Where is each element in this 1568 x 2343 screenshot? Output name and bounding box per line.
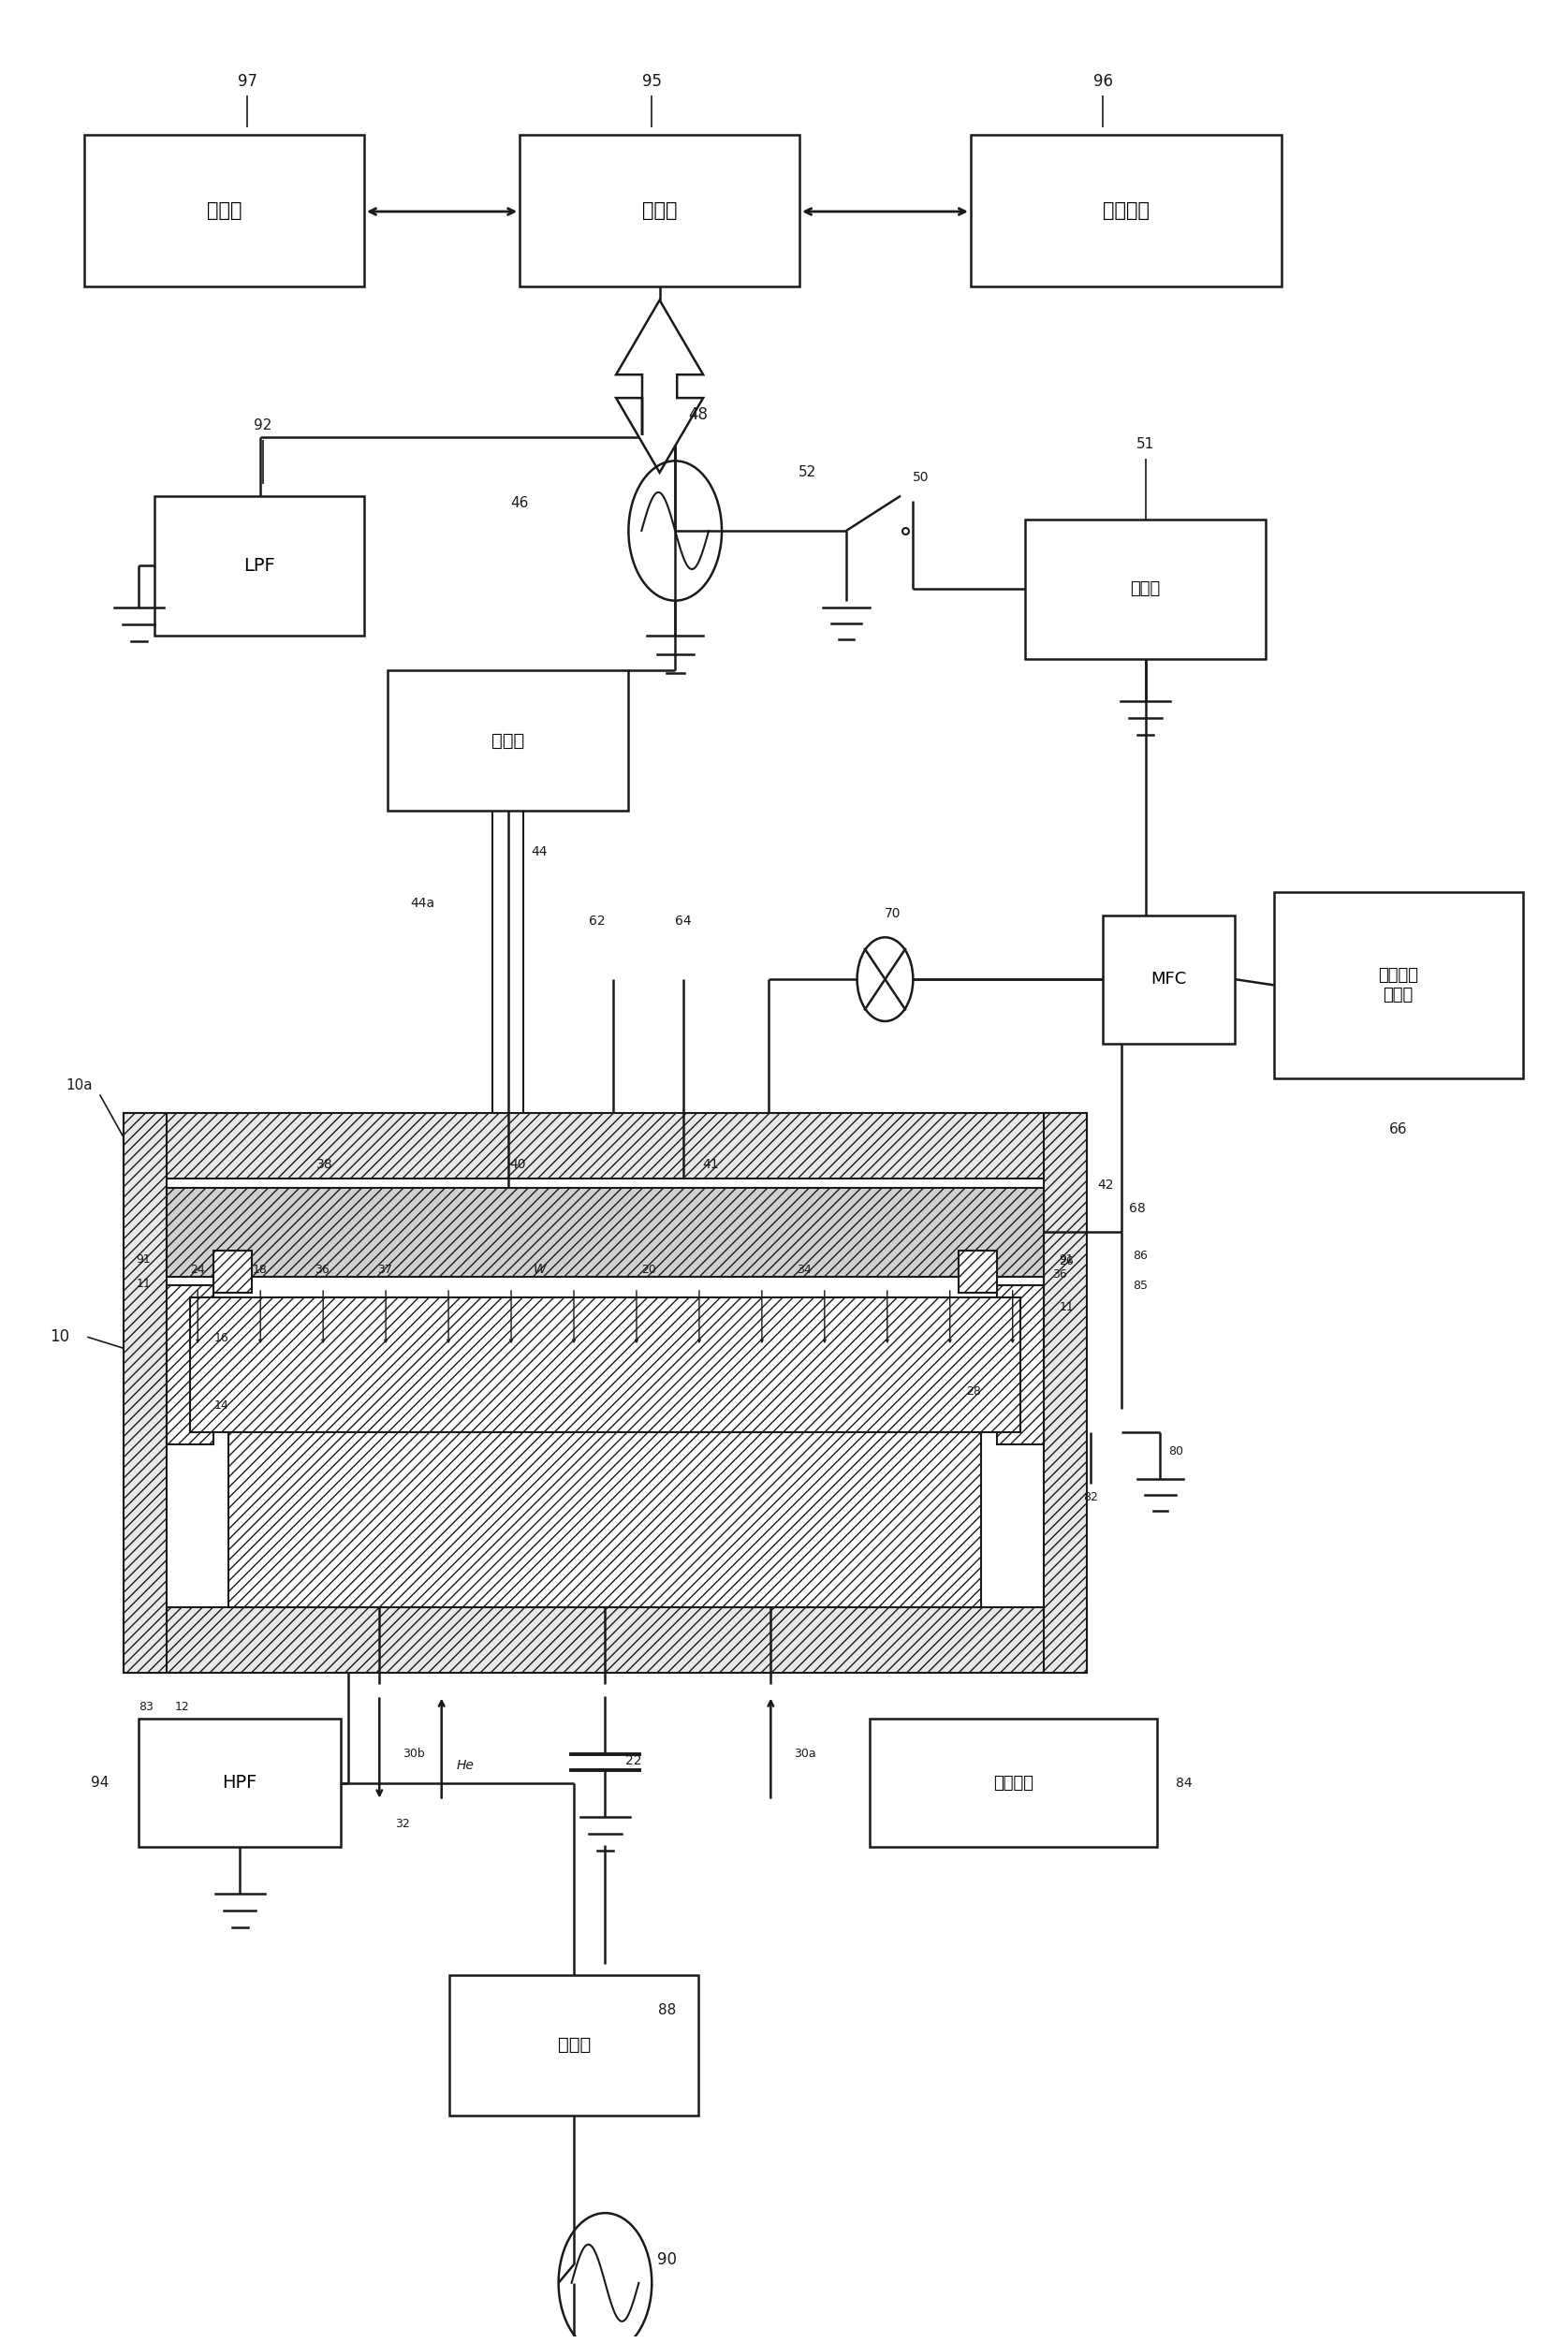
Text: 64: 64 <box>674 914 691 928</box>
Text: 12: 12 <box>174 1701 190 1713</box>
Bar <box>1025 520 1265 658</box>
Bar <box>124 1113 1087 1179</box>
Text: 18: 18 <box>252 1263 268 1275</box>
Bar <box>85 134 364 286</box>
Text: 16: 16 <box>213 1331 229 1345</box>
Bar <box>190 1298 1021 1432</box>
Bar <box>450 1975 698 2116</box>
Text: LPF: LPF <box>243 558 274 574</box>
Text: 70: 70 <box>884 907 902 921</box>
Bar <box>124 1113 166 1673</box>
Text: 20: 20 <box>641 1263 655 1275</box>
Text: 91: 91 <box>1060 1254 1074 1265</box>
Text: 36: 36 <box>315 1263 329 1275</box>
Text: 80: 80 <box>1168 1446 1184 1457</box>
Text: 匹配器: 匹配器 <box>558 2036 591 2055</box>
Bar <box>166 1188 1044 1277</box>
Text: 84: 84 <box>1176 1776 1192 1790</box>
Text: W: W <box>533 1263 546 1277</box>
Text: 30b: 30b <box>403 1748 425 1760</box>
Text: 34: 34 <box>797 1263 812 1275</box>
Bar <box>1102 916 1236 1043</box>
Text: 37: 37 <box>376 1263 392 1275</box>
Text: 44a: 44a <box>411 897 434 909</box>
Text: 96: 96 <box>1093 73 1113 89</box>
Bar <box>138 1720 340 1846</box>
Bar <box>997 1286 1044 1443</box>
Text: 92: 92 <box>254 419 273 433</box>
Bar <box>124 1607 1087 1673</box>
Text: 10a: 10a <box>66 1078 93 1092</box>
Text: 51: 51 <box>1137 438 1154 452</box>
Text: 22: 22 <box>626 1755 641 1767</box>
Text: 32: 32 <box>395 1818 411 1830</box>
Text: He: He <box>456 1760 474 1771</box>
Text: 97: 97 <box>238 73 257 89</box>
Text: 24: 24 <box>190 1263 205 1275</box>
Text: 41: 41 <box>702 1157 718 1172</box>
Text: 11: 11 <box>1060 1300 1074 1314</box>
Text: 10: 10 <box>50 1328 71 1345</box>
Text: 62: 62 <box>590 914 605 928</box>
Text: 68: 68 <box>1129 1202 1145 1216</box>
Polygon shape <box>616 337 702 436</box>
Bar <box>870 1720 1157 1846</box>
Bar <box>958 1251 997 1293</box>
Text: MFC: MFC <box>1151 970 1187 989</box>
Bar <box>154 497 364 635</box>
Text: 30a: 30a <box>793 1748 817 1760</box>
Text: 94: 94 <box>91 1776 108 1790</box>
Bar <box>387 670 629 811</box>
Text: 44: 44 <box>532 846 547 860</box>
Text: 14: 14 <box>213 1399 229 1410</box>
Bar <box>1273 893 1523 1078</box>
Text: 控制器: 控制器 <box>1131 581 1160 597</box>
Text: 82: 82 <box>1083 1492 1098 1504</box>
Text: 50: 50 <box>913 471 928 483</box>
Text: 86: 86 <box>1132 1249 1148 1261</box>
Text: HPF: HPF <box>223 1774 257 1792</box>
Text: 控制部: 控制部 <box>641 201 677 220</box>
Bar <box>213 1251 252 1293</box>
Text: 90: 90 <box>657 2252 677 2268</box>
Text: 11: 11 <box>136 1279 151 1291</box>
Bar <box>166 1286 213 1443</box>
Bar <box>1044 1113 1087 1673</box>
Text: 36: 36 <box>1052 1268 1066 1279</box>
Text: 48: 48 <box>688 405 709 422</box>
Text: 排气装置: 排气装置 <box>993 1774 1033 1792</box>
Text: 26: 26 <box>1060 1256 1074 1268</box>
Text: 匹配器: 匹配器 <box>491 731 524 750</box>
Text: 46: 46 <box>511 497 528 511</box>
Bar <box>971 134 1281 286</box>
Text: 66: 66 <box>1389 1122 1408 1136</box>
Text: 处理气体
供给源: 处理气体 供给源 <box>1378 968 1419 1003</box>
Polygon shape <box>616 300 702 473</box>
Text: 85: 85 <box>1132 1279 1148 1291</box>
Text: 83: 83 <box>138 1701 154 1713</box>
Text: 28: 28 <box>966 1385 982 1399</box>
Text: 88: 88 <box>659 2003 676 2017</box>
Text: 42: 42 <box>1098 1179 1115 1193</box>
Bar <box>519 134 800 286</box>
Text: 存储部: 存储部 <box>207 201 241 220</box>
Text: 40: 40 <box>510 1157 525 1172</box>
Text: 95: 95 <box>641 73 662 89</box>
Text: 52: 52 <box>798 466 817 480</box>
Text: 91: 91 <box>136 1254 151 1265</box>
Bar <box>229 1432 982 1607</box>
Text: 川户接口: 川户接口 <box>1102 201 1149 220</box>
Text: 38: 38 <box>317 1157 332 1172</box>
